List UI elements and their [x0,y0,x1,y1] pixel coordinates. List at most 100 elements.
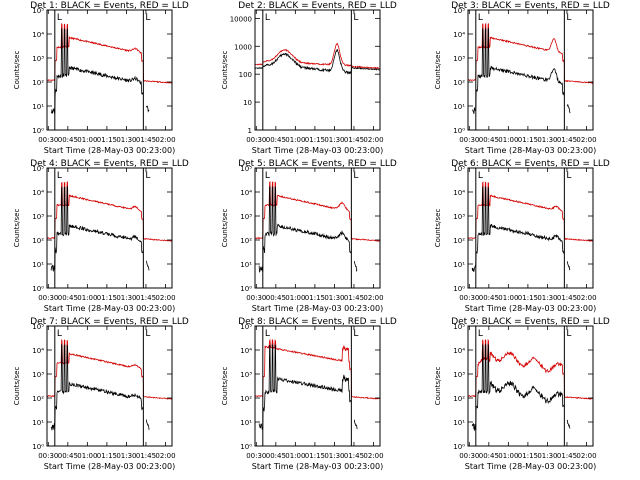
chart-panel-det-3: Det 3: BLACK = Events, RED = LLD L L 10⁰ 10¹… [434,1,610,155]
x-tick-label: 01:00 [77,136,97,144]
x-axis-title: Start Time (28-May-03 00:23:00) [44,146,175,155]
y-tick-label: 10³ [453,55,465,63]
plot-frame [254,325,381,447]
y-tick-label: 10² [453,237,465,245]
boundary-marker-label: L [566,329,571,339]
boundary-marker-label: L [478,171,483,181]
y-tick-label: 10⁰ [32,127,44,135]
y-tick-label: 10¹ [32,419,44,427]
boundary-marker-label: L [478,13,483,23]
x-tick-label: 02:00 [155,452,175,460]
panel-title: Det 4: BLACK = Events, RED = LLD [30,159,189,169]
series-line-lld [467,181,594,242]
x-tick-label: 01:30 [537,136,557,144]
chart-panel-det-9: Det 9: BLACK = Events, RED = LLD L L 10⁰ 10¹… [434,317,610,471]
x-tick-label: 01:00 [285,136,305,144]
x-tick-label: 01:00 [285,294,305,302]
panel-title: Det 6: BLACK = Events, RED = LLD [451,159,610,169]
x-tick-label: 01:30 [324,136,344,144]
x-axis-title: Start Time (28-May-03 00:23:00) [252,146,383,155]
y-tick-label: 10⁴ [453,347,465,355]
y-tick-label: 10 [243,99,252,107]
x-tick-label: 01:30 [537,294,557,302]
x-tick-label: 01:15 [518,452,538,460]
y-tick-label: 10⁵ [32,323,44,331]
y-tick-label: 10¹ [453,261,465,269]
x-tick-label: 00:30 [246,452,266,460]
y-tick-label: 10⁵ [453,323,465,331]
x-tick-label: 00:45 [479,452,499,460]
y-tick-label: 10³ [453,371,465,379]
x-tick-label: 02:00 [363,294,383,302]
plot-frame [467,167,594,289]
x-tick-label: 01:00 [498,452,518,460]
series-line-events [471,343,571,432]
boundary-marker-label: L [57,13,62,23]
y-tick-label: 10000 [230,15,252,23]
y-axis-title: Counts/sec [434,367,442,406]
series-line-events [472,27,571,114]
chart-panel-det-5: Det 5: BLACK = Events, RED = LLD L L 10⁰ 10¹… [221,159,397,313]
x-tick-label: 01:30 [537,452,557,460]
series-line-lld [47,338,173,400]
y-tick-label: 10⁵ [453,7,465,15]
x-tick-label: 00:30 [246,294,266,302]
y-tick-label: 10⁰ [240,443,252,451]
series-line-lld [46,22,173,84]
panel-title: Det 9: BLACK = Events, RED = LLD [451,317,610,327]
x-tick-label: 01:15 [305,136,325,144]
x-tick-label: 00:45 [479,136,499,144]
x-tick-label: 01:30 [324,452,344,460]
x-tick-label: 00:45 [58,452,78,460]
x-tick-label: 01:45 [557,294,577,302]
x-tick-label: 01:45 [344,294,364,302]
series-line-lld [46,181,173,242]
x-tick-label: 00:30 [459,452,479,460]
x-tick-label: 01:45 [344,452,364,460]
y-tick-label: 10¹ [32,261,44,269]
x-tick-label: 01:15 [305,294,325,302]
x-tick-label: 00:45 [58,136,78,144]
boundary-marker-label: L [57,171,62,181]
boundary-marker-label: L [265,13,270,23]
x-tick-label: 00:30 [38,294,58,302]
x-axis-title: Start Time (28-May-03 00:23:00) [252,462,383,471]
series-line-lld [467,338,594,400]
x-tick-label: 01:15 [97,452,117,460]
plot-frame [46,167,173,289]
x-tick-label: 02:00 [155,294,175,302]
panel-title: Det 2: BLACK = Events, RED = LLD [238,1,397,11]
series-line-events [50,186,150,272]
x-tick-label: 00:45 [58,294,78,302]
y-tick-label: 10⁰ [453,127,465,135]
y-tick-label: 10¹ [453,103,465,111]
y-tick-label: 10³ [240,213,252,221]
y-tick-label: 10³ [32,55,44,63]
x-tick-label: 00:30 [38,136,58,144]
y-tick-label: 10⁰ [453,443,465,451]
y-tick-label: 10³ [240,371,252,379]
plot-frame [254,167,381,289]
y-axis-title: Counts/sec [13,209,21,248]
y-tick-label: 10¹ [240,261,252,269]
x-axis-title: Start Time (28-May-03 00:23:00) [465,146,596,155]
y-tick-label: 10⁴ [240,347,252,355]
x-tick-label: 00:30 [246,136,266,144]
series-line-events [258,343,358,430]
y-axis-title: Counts/sec [13,51,21,90]
x-tick-label: 01:15 [97,136,117,144]
boundary-marker-label: L [353,329,358,339]
chart-panel-det-8: Det 8: BLACK = Events, RED = LLD L L 10⁰ 10¹… [221,317,397,471]
x-tick-label: 02:00 [576,294,596,302]
plot-frame [46,9,173,131]
x-tick-label: 01:30 [116,452,136,460]
chart-panel-det-1: Det 1: BLACK = Events, RED = LLD L L 10⁰ 10¹… [13,1,189,155]
y-tick-label: 10⁵ [240,165,252,173]
x-tick-label: 01:00 [285,452,305,460]
x-tick-label: 00:45 [266,452,286,460]
x-tick-label: 00:30 [38,452,58,460]
x-axis-title: Start Time (28-May-03 00:23:00) [44,462,175,471]
x-tick-label: 02:00 [576,136,596,144]
y-tick-label: 10⁴ [240,189,252,197]
y-tick-label: 10⁵ [32,7,44,15]
